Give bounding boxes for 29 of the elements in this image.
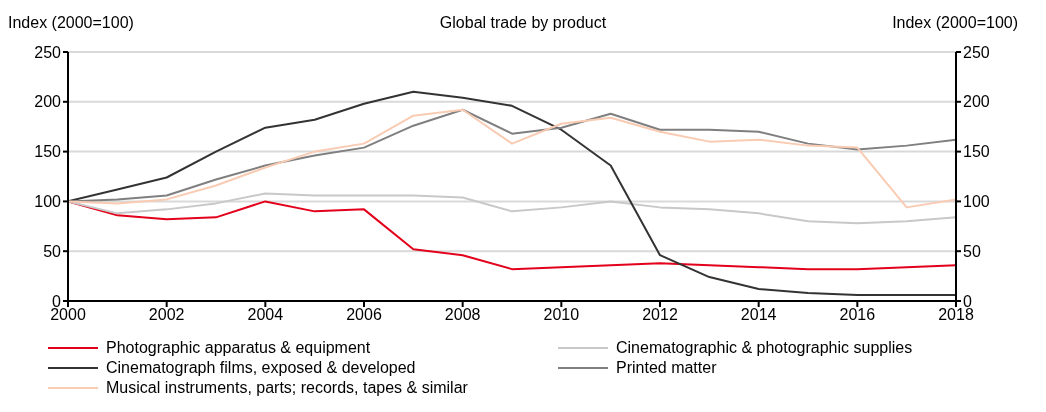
y-tick-label: 150 — [34, 143, 62, 161]
legend-label: Cinematographic & photographic supplies — [616, 338, 913, 358]
y-tick-label: 250 — [34, 43, 62, 61]
x-tick-label: 2014 — [740, 306, 777, 324]
legend-label: Cinematograph films, exposed & developed — [106, 358, 416, 378]
legend-label: Musical instruments, parts; records, tapes & similar — [106, 378, 468, 398]
x-tick-label: 2002 — [148, 306, 185, 324]
y2-tick-label: 150 — [963, 143, 990, 161]
y-tick-label: 200 — [34, 93, 62, 111]
y2-tick-label: 100 — [963, 193, 990, 211]
y2-tick-label: 200 — [963, 93, 990, 111]
x-tick-label: 2000 — [50, 306, 86, 324]
legend-label: Printed matter — [616, 358, 717, 378]
y-axis-title: Index (2000=100) — [8, 14, 134, 32]
line-series — [68, 192, 956, 225]
x-tick-label: 2008 — [444, 306, 481, 324]
chart-title: Global trade by product — [439, 14, 607, 31]
y2-tick-label: 250 — [963, 43, 990, 61]
x-tick-label: 2012 — [642, 306, 678, 324]
y-tick-label: 50 — [43, 242, 62, 260]
x-tick-label: 2004 — [247, 306, 284, 324]
y-tick-label: 100 — [34, 193, 62, 211]
x-tick-label: 2010 — [543, 306, 580, 324]
x-tick-label: 2006 — [346, 306, 382, 324]
x-tick-label: 2016 — [839, 306, 876, 324]
y2-axis-title: Index (2000=100) — [892, 14, 1018, 32]
x-tick-label: 2018 — [938, 306, 974, 324]
legend-label: Photographic apparatus & equipment — [106, 338, 371, 358]
y2-tick-label: 50 — [963, 242, 981, 260]
